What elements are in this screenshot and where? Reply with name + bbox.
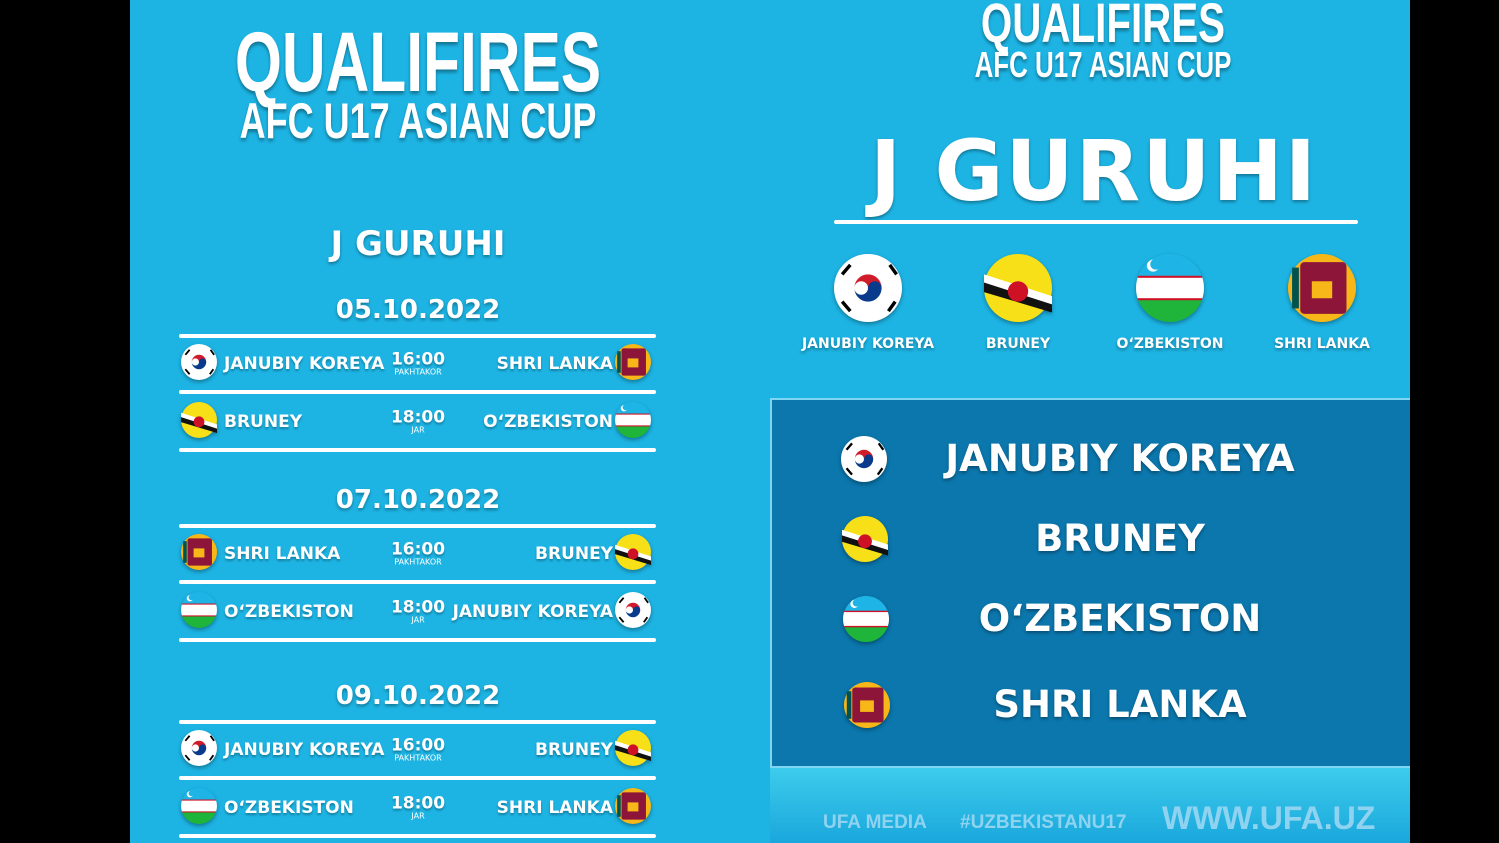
group-poster: QUALIFIRES AFC U17 ASIAN CUP J GURUHI JA… (742, 0, 1410, 843)
uzbekistan-flag-icon (181, 592, 217, 632)
footer (770, 768, 1410, 843)
match-time: 16:00 (390, 735, 446, 756)
divider (179, 390, 656, 394)
match-time: 18:00 (390, 597, 446, 618)
home-team: JANUBIY KOREYA (224, 354, 385, 374)
south-korea-flag-icon (841, 436, 887, 486)
divider (179, 638, 656, 642)
poster-title: QUALIFIRES (234, 15, 602, 109)
team-name: JANUBIY KOREYA (945, 437, 1295, 480)
away-team: BRUNEY (534, 740, 613, 760)
divider (179, 720, 656, 724)
team-label: O‘ZBEKISTON (1116, 336, 1224, 352)
divider (179, 524, 656, 528)
divider (179, 334, 656, 338)
match-date: 09.10.2022 (335, 681, 501, 711)
poster-subtitle: AFC U17 ASIAN CUP (974, 44, 1232, 85)
south-korea-flag-icon (834, 254, 902, 326)
home-team: O‘ZBEKISTON (224, 798, 354, 818)
uzbekistan-flag-icon (1136, 254, 1204, 326)
sri-lanka-flag-icon (844, 682, 890, 732)
match-date: 07.10.2022 (335, 485, 501, 515)
uzbekistan-flag-icon (181, 788, 217, 828)
away-team: JANUBIY KOREYA (452, 602, 613, 622)
divider (179, 834, 656, 838)
match-time: 16:00 (390, 539, 446, 560)
group-title: J GURUHI (869, 122, 1319, 220)
schedule-poster: QUALIFIRES AFC U17 ASIAN CUP J GURUHI 05… (130, 0, 742, 843)
match-time: 18:00 (390, 793, 446, 814)
divider (179, 580, 656, 584)
footer-hashtag: #UZBEKISTANU17 (960, 812, 1127, 833)
sri-lanka-flag-icon (615, 344, 651, 384)
home-team: SHRI LANKA (224, 544, 341, 564)
divider (179, 776, 656, 780)
team-label: JANUBIY KOREYA (801, 336, 935, 352)
brunei-flag-icon (842, 516, 888, 566)
match-venue: JAR (411, 615, 425, 625)
away-team: SHRI LANKA (496, 354, 613, 374)
match-venue: JAR (411, 811, 425, 821)
brunei-flag-icon (615, 730, 651, 770)
away-team: BRUNEY (534, 544, 613, 564)
south-korea-flag-icon (181, 344, 217, 384)
team-label: BRUNEY (985, 336, 1051, 352)
home-team: O‘ZBEKISTON (224, 602, 354, 622)
brunei-flag-icon (984, 254, 1052, 326)
footer-brand: UFA MEDIA (823, 812, 927, 833)
sri-lanka-flag-icon (1288, 254, 1356, 326)
footer-website: WWW.UFA.UZ (1162, 800, 1376, 836)
poster-subtitle: AFC U17 ASIAN CUP (239, 93, 597, 149)
home-team: BRUNEY (224, 412, 303, 432)
match-time: 18:00 (390, 407, 446, 428)
divider (834, 220, 1358, 224)
match-date: 05.10.2022 (335, 295, 501, 325)
match-venue: PAKHTAKOR (394, 753, 442, 763)
divider (179, 448, 656, 452)
brunei-flag-icon (181, 402, 217, 442)
match-venue: JAR (411, 425, 425, 435)
uzbekistan-flag-icon (843, 596, 889, 646)
match-venue: PAKHTAKOR (394, 557, 442, 567)
away-team: O‘ZBEKISTON (483, 412, 613, 432)
uzbekistan-flag-icon (615, 402, 651, 442)
sri-lanka-flag-icon (181, 534, 217, 574)
south-korea-flag-icon (615, 592, 651, 632)
team-label: SHRI LANKA (1274, 336, 1370, 352)
home-team: JANUBIY KOREYA (224, 740, 385, 760)
match-time: 16:00 (390, 349, 446, 370)
away-team: SHRI LANKA (496, 798, 613, 818)
team-name: BRUNEY (1035, 517, 1205, 560)
brunei-flag-icon (615, 534, 651, 574)
poster-title: QUALIFIRES (980, 0, 1226, 54)
south-korea-flag-icon (181, 730, 217, 770)
group-title: J GURUHI (330, 224, 506, 264)
team-name: O‘ZBEKISTON (978, 597, 1262, 640)
sri-lanka-flag-icon (615, 788, 651, 828)
team-name: SHRI LANKA (993, 683, 1247, 726)
match-venue: PAKHTAKOR (394, 367, 442, 377)
